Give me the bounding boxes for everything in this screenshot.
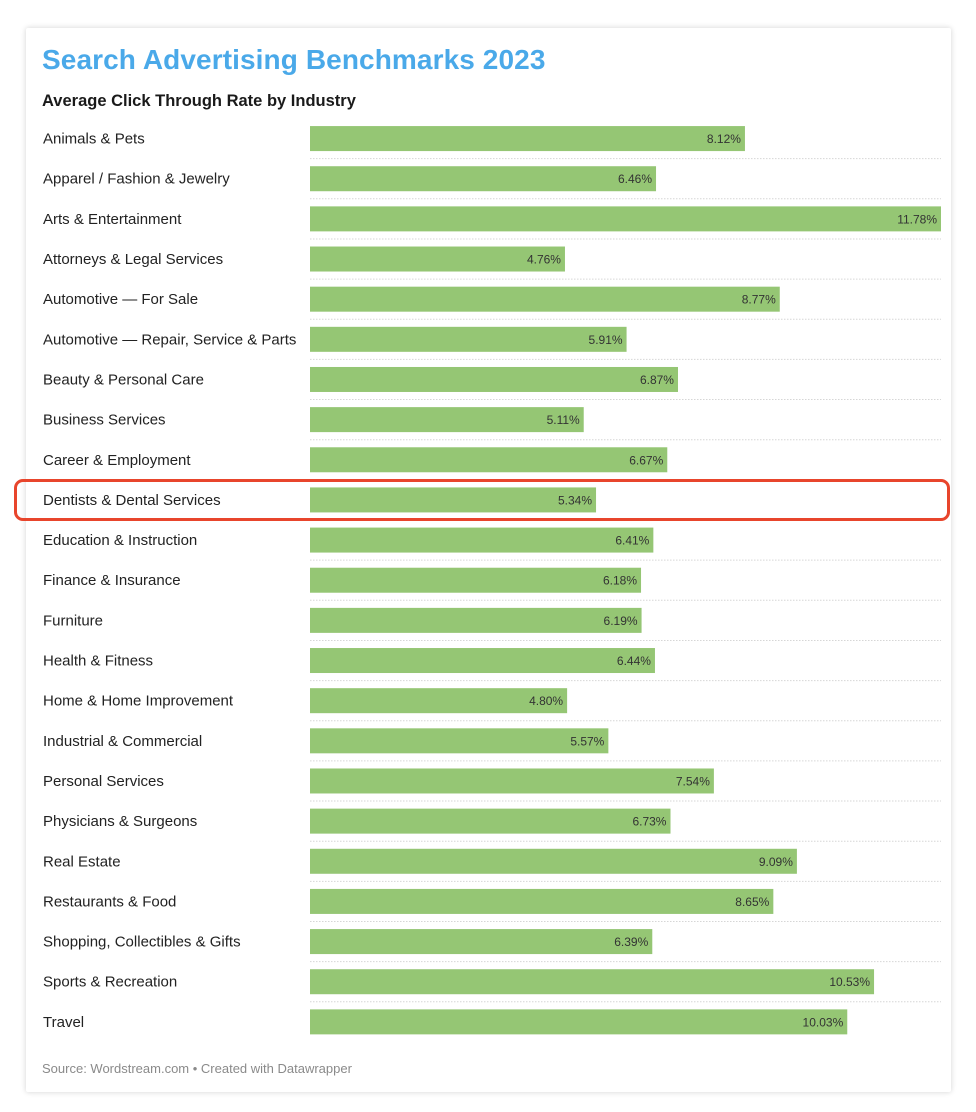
bar [310,447,668,473]
bar [310,126,745,152]
bar [310,527,654,553]
value-label: 8.65% [735,895,769,909]
value-label: 5.11% [547,413,580,427]
category-label: Restaurants & Food [43,893,176,910]
value-label: 4.80% [529,694,563,708]
value-label: 8.12% [707,132,741,146]
category-label: Animals & Pets [43,131,145,148]
bar [310,567,642,593]
category-label: Health & Fitness [43,653,153,670]
value-label: 8.77% [742,293,776,307]
bar [310,848,797,874]
category-label: Automotive — Repair, Service & Parts [43,331,296,348]
bar [310,246,565,272]
bar [310,366,678,392]
category-label: Apparel / Fashion & Jewelry [43,171,230,188]
bar [310,888,774,914]
category-label: Attorneys & Legal Services [43,251,223,268]
value-label: 10.53% [829,975,870,989]
value-label: 5.57% [570,734,604,748]
value-label: 5.91% [589,333,623,347]
bar [310,607,642,633]
category-label: Physicians & Surgeons [43,813,197,830]
bar [310,768,714,794]
chart-title: Search Advertising Benchmarks 2023 [42,44,546,75]
bar [310,808,671,834]
value-label: 6.18% [603,574,637,588]
category-label: Real Estate [43,853,121,870]
category-label: Finance & Insurance [43,572,181,589]
value-label: 6.67% [629,453,663,467]
category-label: Career & Employment [43,452,191,469]
bar [310,166,657,192]
value-label: 4.76% [527,253,561,267]
category-label: Automotive — For Sale [43,291,198,308]
value-label: 6.73% [632,815,666,829]
bar [310,286,780,312]
category-label: Education & Instruction [43,532,197,549]
category-label: Industrial & Commercial [43,733,202,750]
category-label: Beauty & Personal Care [43,371,204,388]
value-label: 7.54% [676,774,710,788]
value-label: 5.34% [558,493,592,507]
category-label: Arts & Entertainment [43,211,182,228]
value-label: 6.87% [640,373,674,387]
bar [310,969,875,995]
value-label: 10.03% [803,1015,844,1029]
value-label: 6.19% [604,614,638,628]
bar [310,487,597,513]
category-label: Shopping, Collectibles & Gifts [43,934,241,951]
value-label: 6.44% [617,654,651,668]
bar [310,728,609,754]
category-label: Furniture [43,612,103,629]
category-label: Dentists & Dental Services [43,492,221,509]
highlight-box [14,479,950,521]
bar [310,206,941,232]
value-label: 9.09% [759,855,793,869]
category-label: Home & Home Improvement [43,693,234,710]
category-label: Sports & Recreation [43,974,177,991]
category-label: Travel [43,1014,84,1031]
chart-source-footer: Source: Wordstream.com • Created with Da… [42,1061,352,1076]
chart-subtitle: Average Click Through Rate by Industry [42,92,356,110]
bar [310,326,627,352]
bar [310,648,655,674]
category-label: Business Services [43,412,166,429]
bar [310,407,584,433]
value-label: 6.46% [618,172,652,186]
bar [310,688,568,714]
value-label: 6.39% [614,935,648,949]
value-label: 6.41% [615,534,649,548]
bar [310,1009,848,1035]
category-label: Personal Services [43,773,164,790]
value-label: 11.78% [897,212,937,226]
bar [310,929,653,955]
